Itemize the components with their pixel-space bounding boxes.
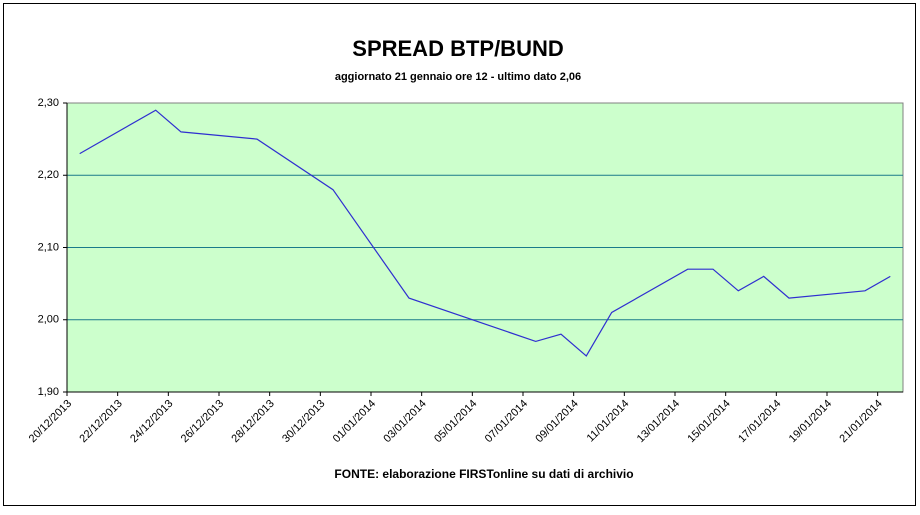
data-line bbox=[79, 109, 891, 357]
y-tick-label: 2,20 bbox=[38, 169, 59, 181]
y-tick-label: 1,90 bbox=[38, 386, 59, 398]
y-tick-label: 2,10 bbox=[38, 241, 59, 253]
chart-title: SPREAD BTP/BUND bbox=[352, 36, 563, 61]
chart-subtitle: aggiornato 21 gennaio ore 12 - ultimo da… bbox=[335, 71, 581, 83]
y-tick-label: 2,30 bbox=[38, 97, 59, 109]
y-tick-label: 2,00 bbox=[38, 314, 59, 326]
source-note: FONTE: elaborazione FIRSTonline su dati … bbox=[334, 467, 633, 481]
